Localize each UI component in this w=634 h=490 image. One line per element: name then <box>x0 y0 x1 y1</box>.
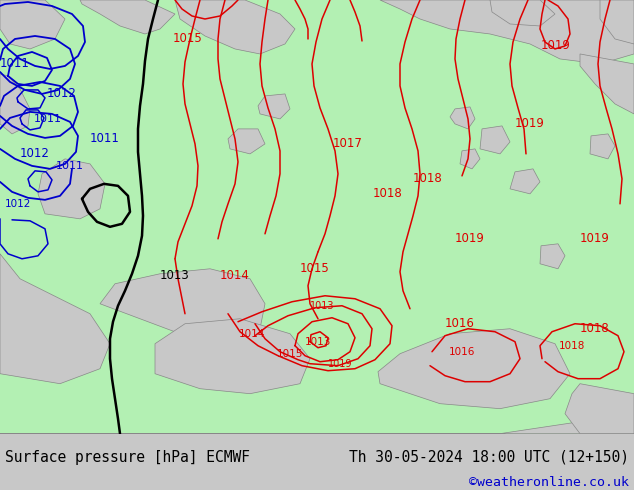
Text: 1016: 1016 <box>445 317 475 330</box>
Polygon shape <box>228 129 265 154</box>
Polygon shape <box>0 254 110 384</box>
Text: 1011: 1011 <box>0 57 30 71</box>
Text: 1012: 1012 <box>20 147 50 160</box>
Polygon shape <box>38 159 105 219</box>
Text: 1018: 1018 <box>413 172 443 185</box>
Text: 1013: 1013 <box>305 337 331 347</box>
Polygon shape <box>480 126 510 154</box>
Polygon shape <box>540 244 565 269</box>
Text: Surface pressure [hPa] ECMWF: Surface pressure [hPa] ECMWF <box>5 450 250 465</box>
Text: 1011: 1011 <box>56 161 84 171</box>
Text: 1017: 1017 <box>333 137 363 150</box>
Text: 1014: 1014 <box>239 329 265 339</box>
Text: 1013: 1013 <box>310 301 334 311</box>
Polygon shape <box>0 74 30 134</box>
Text: 1019: 1019 <box>455 232 485 245</box>
Text: 1019: 1019 <box>580 232 610 245</box>
Polygon shape <box>565 384 634 434</box>
Text: 1015: 1015 <box>173 32 203 46</box>
Polygon shape <box>600 0 634 44</box>
Polygon shape <box>0 0 634 434</box>
Polygon shape <box>0 404 634 434</box>
Polygon shape <box>490 0 555 26</box>
Text: 1018: 1018 <box>373 187 403 200</box>
Text: 1011: 1011 <box>34 114 62 124</box>
Text: 1019: 1019 <box>328 359 353 368</box>
Polygon shape <box>460 149 480 169</box>
Polygon shape <box>175 0 295 54</box>
Text: 1019: 1019 <box>515 118 545 130</box>
Polygon shape <box>378 329 570 409</box>
Polygon shape <box>510 169 540 194</box>
Text: 1014: 1014 <box>220 270 250 282</box>
Text: 1015: 1015 <box>277 349 303 359</box>
Polygon shape <box>0 0 65 49</box>
Polygon shape <box>155 318 310 393</box>
Text: Th 30-05-2024 18:00 UTC (12+150): Th 30-05-2024 18:00 UTC (12+150) <box>349 450 629 465</box>
Polygon shape <box>80 0 175 34</box>
Text: ©weatheronline.co.uk: ©weatheronline.co.uk <box>469 476 629 489</box>
Text: 1018: 1018 <box>580 322 610 335</box>
Polygon shape <box>258 94 290 119</box>
Text: 1012: 1012 <box>47 87 77 100</box>
Polygon shape <box>380 0 634 64</box>
Text: 1012: 1012 <box>5 199 31 209</box>
Text: 1011: 1011 <box>90 132 120 146</box>
Polygon shape <box>590 134 615 159</box>
Polygon shape <box>100 269 265 339</box>
Text: 1013: 1013 <box>160 270 190 282</box>
Text: 1018: 1018 <box>559 341 585 351</box>
Polygon shape <box>450 107 475 129</box>
Text: 1015: 1015 <box>300 262 330 275</box>
Text: 1019: 1019 <box>541 40 571 52</box>
Text: 1016: 1016 <box>449 347 476 357</box>
Polygon shape <box>580 54 634 114</box>
